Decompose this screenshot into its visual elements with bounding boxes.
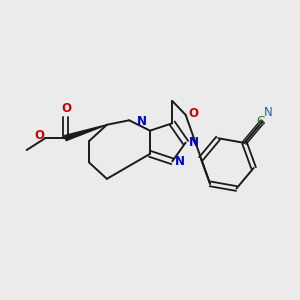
Text: N: N (264, 106, 273, 119)
Text: N: N (137, 115, 147, 128)
Text: N: N (175, 155, 185, 168)
Text: O: O (34, 129, 44, 142)
Text: C: C (256, 115, 265, 128)
Text: N: N (189, 136, 199, 149)
Text: O: O (62, 102, 72, 115)
Text: O: O (189, 107, 199, 120)
Polygon shape (64, 125, 107, 141)
